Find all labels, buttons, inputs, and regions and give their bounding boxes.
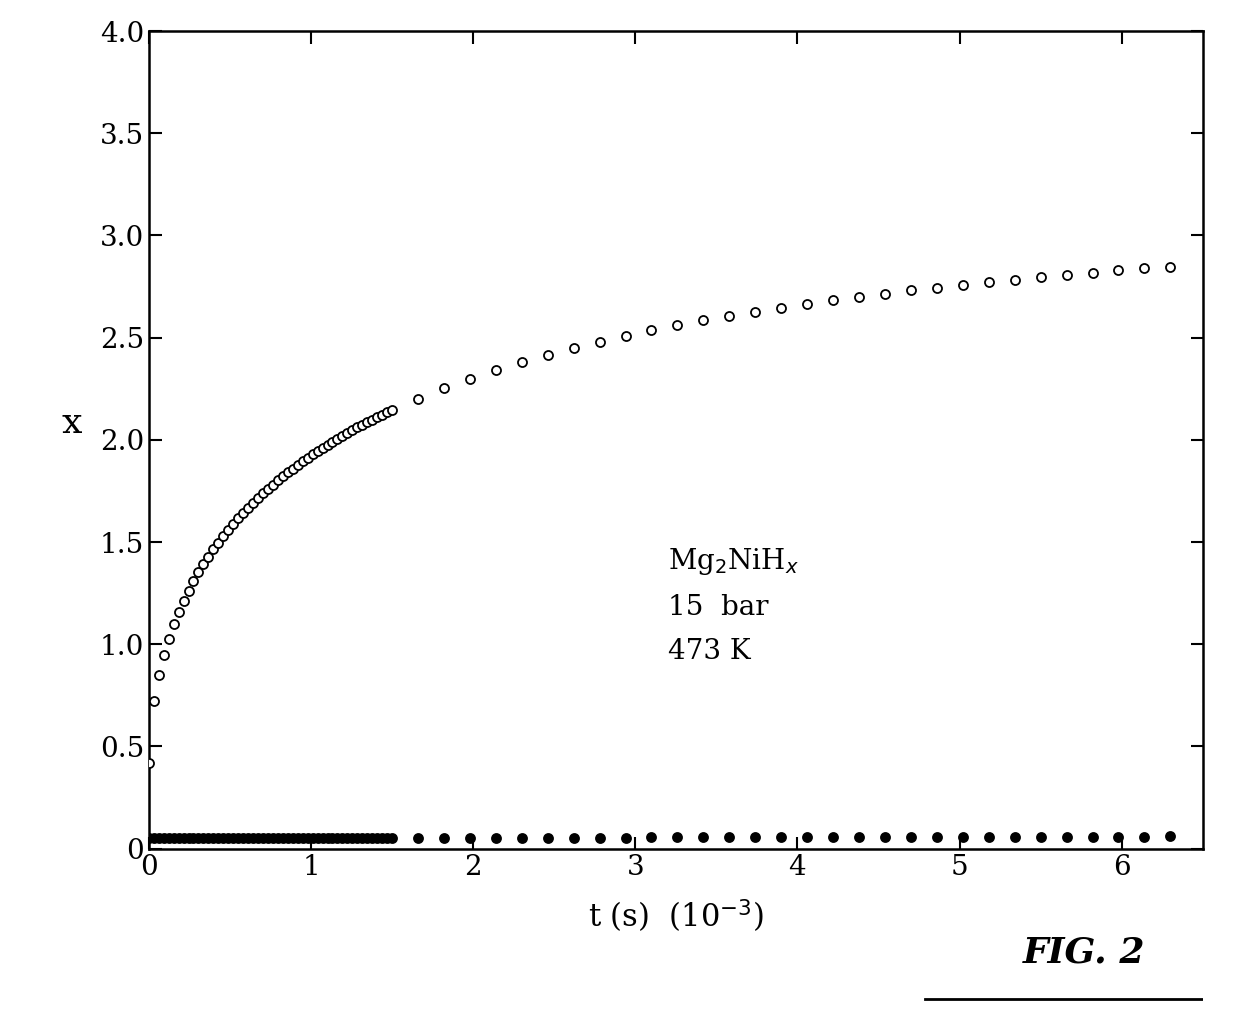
- Y-axis label: x: x: [62, 406, 82, 440]
- Text: FIG. 2: FIG. 2: [1023, 936, 1145, 969]
- Text: Mg$_2$NiH$_x$
15  bar
473 K: Mg$_2$NiH$_x$ 15 bar 473 K: [667, 546, 799, 664]
- X-axis label: t (s)  (10$^{-3}$): t (s) (10$^{-3}$): [588, 897, 764, 935]
